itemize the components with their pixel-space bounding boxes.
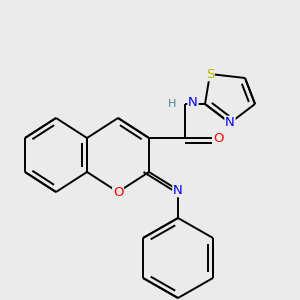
Text: N: N (173, 184, 183, 196)
Text: O: O (213, 131, 223, 145)
Text: N: N (225, 116, 235, 130)
Text: S: S (206, 68, 214, 80)
Text: O: O (113, 185, 123, 199)
Text: H: H (168, 99, 176, 109)
Text: N: N (188, 97, 198, 110)
